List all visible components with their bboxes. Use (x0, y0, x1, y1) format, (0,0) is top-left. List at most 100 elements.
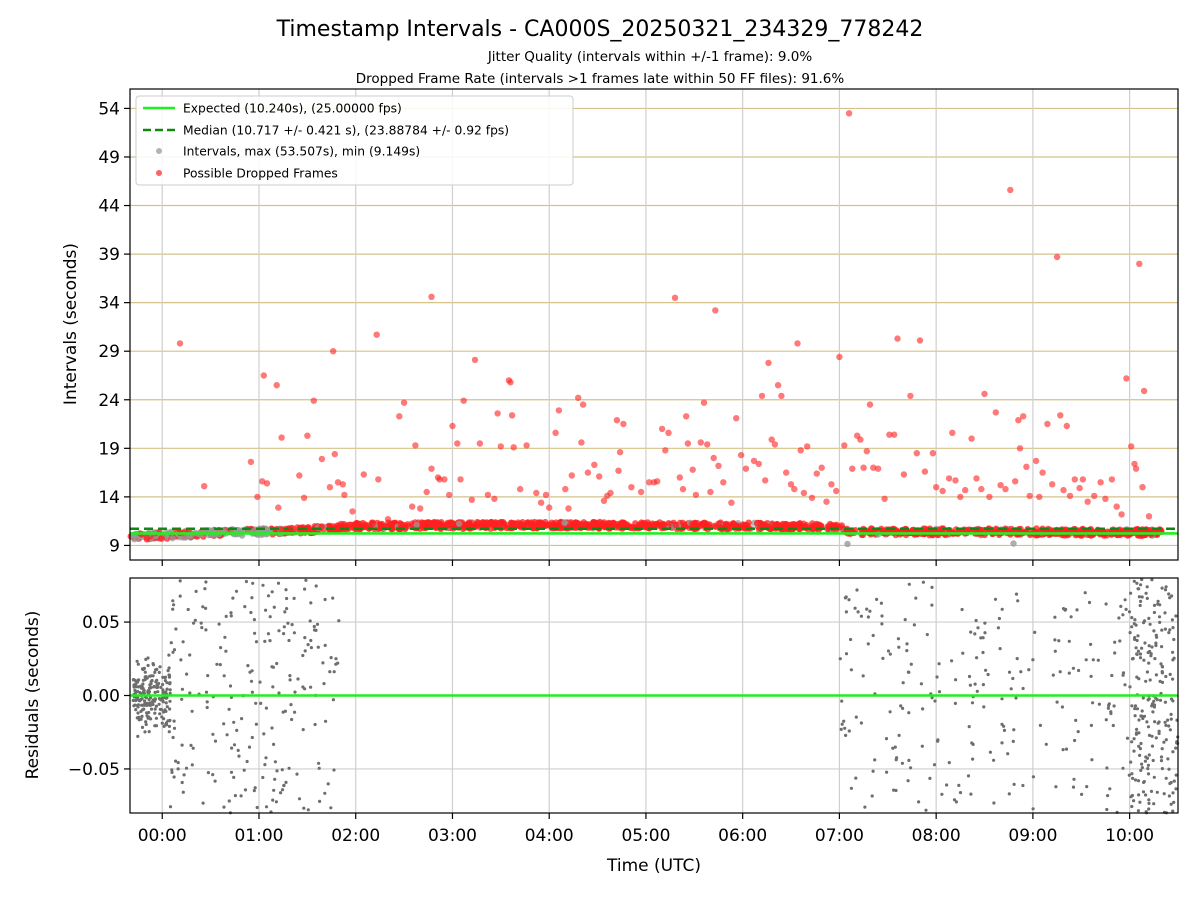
residual-point (983, 621, 987, 625)
residual-point (1130, 740, 1134, 744)
residual-point (894, 788, 898, 793)
residual-point (1087, 600, 1092, 605)
residual-point (1155, 635, 1159, 639)
interval-point (665, 520, 672, 527)
residual-point (901, 681, 905, 685)
residual-point (164, 723, 169, 727)
residual-point (143, 699, 147, 703)
residual-point (227, 707, 231, 711)
residual-point (1118, 639, 1122, 643)
residual-point (1147, 801, 1151, 806)
residual-point (1171, 750, 1175, 754)
residual-point (1157, 731, 1161, 736)
dropped-frame-point (968, 435, 975, 442)
interval-point (766, 525, 773, 532)
dropped-frame-point (628, 484, 635, 491)
residual-point (1000, 697, 1004, 701)
dropped-frame-point (900, 471, 908, 478)
residual-point (240, 717, 244, 721)
residual-point (1128, 631, 1132, 635)
intervals-y-ticks: 9 14 19 24 29 34 39 44 49 54 (98, 99, 130, 556)
dropped-frame-point (794, 340, 801, 347)
residual-point (233, 794, 237, 798)
residual-point (153, 707, 157, 711)
residual-point (1011, 739, 1015, 744)
residual-point (1148, 622, 1152, 626)
dropped-frame-point (176, 340, 184, 347)
dropped-frame-point (555, 407, 563, 414)
residual-point (274, 800, 278, 804)
residual-point (925, 633, 929, 637)
residual-point (961, 651, 965, 655)
interval-point (580, 519, 587, 526)
residual-point (275, 661, 279, 666)
interval-point (508, 519, 515, 526)
dropped-frame-point (813, 470, 820, 477)
residual-point (1163, 611, 1167, 615)
residual-point (1143, 641, 1147, 645)
residual-point (147, 730, 151, 734)
residual-point (232, 775, 236, 780)
residual-point (179, 658, 183, 662)
residual-point (901, 706, 905, 711)
interval-point (706, 521, 713, 528)
residual-point (909, 766, 913, 770)
legend-box (135, 95, 574, 186)
interval-point (182, 534, 189, 541)
residual-point (156, 685, 160, 689)
residual-point (273, 777, 277, 781)
residual-point (1085, 785, 1089, 789)
residual-point (309, 685, 313, 689)
dropped-frame-point (886, 431, 893, 438)
dropped-frame-point (1091, 492, 1098, 500)
dropped-frame-point (460, 397, 467, 404)
dropped-frame-point (1007, 186, 1014, 194)
residuals-x-ticks: 00:00 01:00 02:00 03:00 04:00 05:00 06:00 07:00… (138, 813, 1154, 846)
residual-point (1130, 804, 1134, 809)
residual-point (1031, 775, 1035, 779)
dropped-frame-point (662, 447, 669, 454)
residual-point (1144, 679, 1148, 683)
residual-point (309, 601, 313, 605)
dropped-frame-point (494, 410, 501, 417)
residual-point (1138, 747, 1142, 751)
dropped-frame-point (665, 429, 672, 436)
residual-point (329, 656, 333, 660)
residual-point (849, 637, 853, 642)
residual-point (1137, 718, 1141, 722)
interval-point (762, 521, 769, 528)
intervals-ytick-label: 14 (98, 488, 120, 508)
residuals-y-ticks: 0.05 0.00 −0.05 (68, 613, 130, 780)
interval-outlier-point (1010, 540, 1017, 547)
dropped-frame-point (412, 442, 419, 449)
residual-point (1132, 622, 1136, 626)
residual-point (219, 646, 223, 650)
residual-point (840, 722, 844, 726)
residual-point (331, 698, 335, 702)
dropped-frame-point (497, 443, 504, 450)
residual-point (1171, 809, 1175, 813)
dropped-frame-point (1102, 495, 1109, 502)
dropped-frame-point (671, 294, 679, 301)
residual-point (1144, 793, 1148, 797)
residual-point (324, 719, 328, 723)
residual-point (164, 690, 168, 694)
residual-point (194, 589, 198, 594)
dropped-frame-point (1012, 478, 1019, 485)
residual-point (1163, 588, 1168, 592)
residual-point (191, 746, 195, 750)
residual-point (170, 768, 174, 772)
residual-point (1112, 704, 1116, 708)
dropped-frame-point (866, 401, 874, 408)
figure-subtitle-dropped: Dropped Frame Rate (intervals >1 frames … (356, 71, 845, 87)
dropped-frame-point (728, 499, 735, 506)
dropped-frame-point (836, 353, 843, 361)
residual-point (1151, 710, 1155, 714)
dropped-frame-point (400, 399, 408, 406)
residual-point (276, 581, 281, 585)
residual-point (1164, 738, 1168, 742)
residual-point (847, 598, 851, 602)
residual-point (1160, 747, 1164, 751)
residual-point (967, 674, 972, 679)
residual-point (206, 771, 210, 775)
